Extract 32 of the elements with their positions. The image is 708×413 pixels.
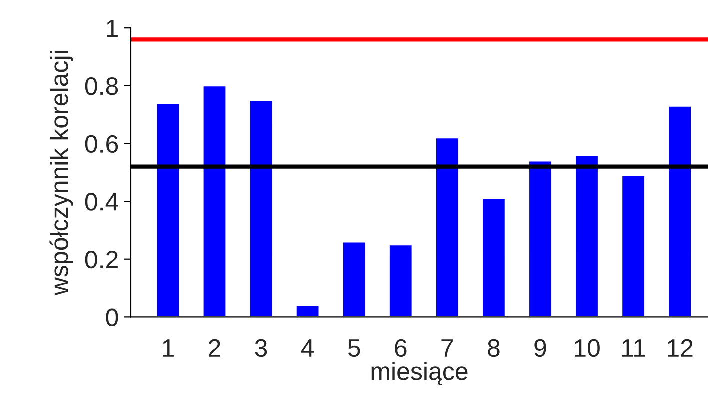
bar bbox=[435, 137, 460, 318]
bar bbox=[482, 198, 506, 318]
x-tick-label: 9 bbox=[534, 339, 546, 358]
bar bbox=[668, 105, 692, 318]
x-axis-title: miesiące bbox=[372, 362, 468, 386]
y-axis-title: współczynnik korelacji bbox=[50, 51, 74, 296]
x-tick-label: 10 bbox=[575, 339, 600, 358]
x-tick-label: 4 bbox=[301, 340, 314, 357]
x-tick-label: 1 bbox=[163, 340, 174, 357]
x-tick-label: 12 bbox=[668, 339, 693, 357]
x-tick-label: 2 bbox=[209, 339, 220, 357]
bar bbox=[342, 241, 367, 318]
bar bbox=[156, 102, 181, 318]
bar bbox=[621, 174, 646, 318]
x-tick-label: 3 bbox=[255, 339, 268, 358]
y-tick-label: 0.6 bbox=[85, 135, 118, 154]
y-tick-label: 0.2 bbox=[85, 250, 118, 269]
bar bbox=[574, 154, 600, 318]
bar bbox=[388, 244, 414, 318]
x-tick-label: 8 bbox=[488, 339, 500, 358]
bar bbox=[202, 85, 228, 318]
bar bbox=[528, 160, 553, 318]
x-tick-label: 6 bbox=[395, 339, 407, 358]
x-tick-label: 11 bbox=[622, 340, 646, 357]
x-tick-label: 7 bbox=[442, 340, 454, 357]
bar bbox=[295, 304, 320, 318]
y-tick-label: 0.8 bbox=[85, 78, 118, 96]
bar bbox=[248, 100, 274, 318]
y-tick-label: 0 bbox=[106, 308, 118, 326]
y-tick-label: 1 bbox=[107, 20, 118, 38]
x-tick-label: 5 bbox=[348, 340, 360, 358]
y-tick-label: 0.4 bbox=[85, 193, 118, 211]
